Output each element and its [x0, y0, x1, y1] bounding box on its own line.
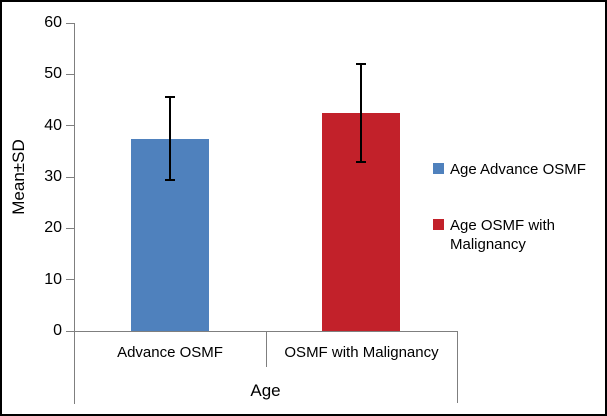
- category-separator-line: [266, 331, 267, 367]
- y-tick-mark: [66, 125, 74, 127]
- y-tick-label: 30: [44, 168, 62, 185]
- x-axis-title: Age: [250, 381, 281, 400]
- y-tick-mark: [66, 73, 74, 75]
- y-tick-label: 40: [44, 116, 62, 134]
- legend-label: Age OSMF with Malignancy: [450, 217, 556, 253]
- legend-swatch-red: [433, 219, 444, 230]
- error-bar-cap: [356, 160, 367, 163]
- legend-item-osmf-with-malignancy: Age OSMF with Malignancy: [433, 216, 592, 254]
- y-tick-label: 60: [44, 14, 62, 31]
- error-bar-cap: [164, 96, 175, 99]
- error-bar-cap: [164, 178, 175, 181]
- y-tick-mark: [66, 22, 74, 24]
- legend-item-advance-osmf: Age Advance OSMF: [433, 160, 586, 179]
- y-tick-mark: [66, 227, 74, 229]
- y-tick-mark: [66, 176, 74, 178]
- y-tick-label: 50: [44, 65, 62, 83]
- x-axis-line: [66, 331, 457, 332]
- error-bar-cap: [356, 63, 367, 66]
- y-tick-label: 20: [44, 219, 62, 237]
- error-bar-line: [360, 64, 363, 162]
- error-bar-line: [168, 97, 171, 180]
- legend-label: Age Advance OSMF: [450, 161, 586, 178]
- category-label-advance-osmf: Advance OSMF: [117, 344, 223, 361]
- y-tick-mark: [66, 279, 74, 281]
- plot-right-boundary-line: [457, 331, 458, 403]
- category-label-osmf-with-malignancy: OSMF with Malignancy: [284, 344, 439, 361]
- y-tick-label: 10: [44, 270, 62, 288]
- y-tick-mark: [66, 330, 74, 332]
- y-axis-line: [74, 23, 75, 404]
- y-tick-label: 0: [53, 322, 62, 339]
- legend-swatch-blue: [433, 163, 444, 174]
